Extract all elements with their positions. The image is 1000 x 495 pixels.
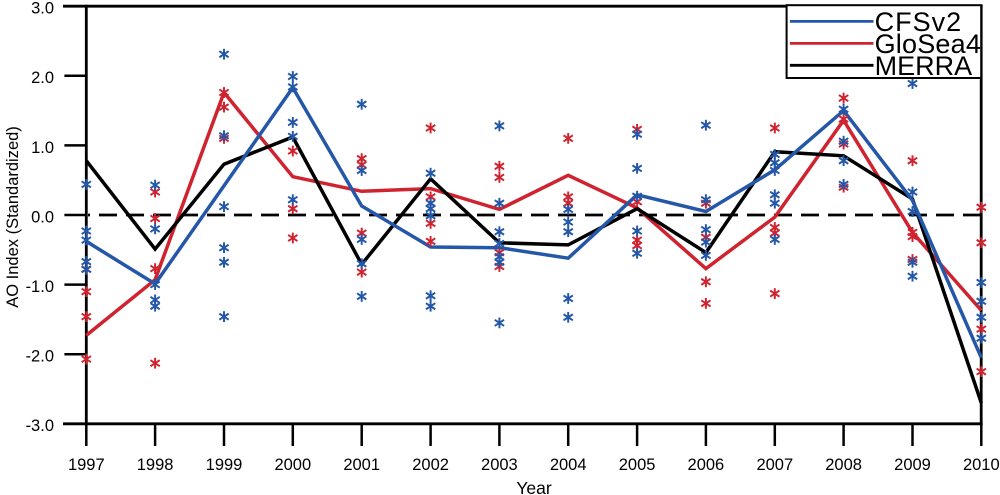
svg-text:MERRA: MERRA [875, 51, 973, 81]
svg-text:2001: 2001 [343, 456, 380, 474]
svg-text:-2.0: -2.0 [26, 348, 54, 366]
svg-text:2009: 2009 [894, 456, 931, 474]
svg-text:2000: 2000 [274, 456, 311, 474]
svg-text:-3.0: -3.0 [26, 417, 54, 435]
svg-text:2005: 2005 [619, 456, 656, 474]
svg-text:1997: 1997 [68, 456, 105, 474]
svg-text:Year: Year [516, 478, 552, 495]
svg-text:2003: 2003 [481, 456, 518, 474]
svg-text:2010: 2010 [963, 456, 1000, 474]
svg-text:GloSea4: GloSea4 [875, 29, 981, 59]
svg-text:2002: 2002 [412, 456, 449, 474]
svg-text:2006: 2006 [688, 456, 725, 474]
svg-text:CFSv2: CFSv2 [875, 7, 963, 37]
svg-text:AO Index (Standardized): AO Index (Standardized) [4, 126, 22, 308]
svg-text:1.0: 1.0 [31, 139, 54, 157]
svg-text:-1.0: -1.0 [26, 278, 54, 296]
svg-text:2.0: 2.0 [31, 69, 54, 87]
svg-text:2004: 2004 [550, 456, 587, 474]
svg-text:2008: 2008 [825, 456, 862, 474]
svg-text:1999: 1999 [206, 456, 243, 474]
svg-text:0.0: 0.0 [31, 208, 54, 226]
svg-text:1998: 1998 [137, 456, 174, 474]
svg-text:3.0: 3.0 [31, 0, 54, 18]
svg-text:2007: 2007 [756, 456, 793, 474]
